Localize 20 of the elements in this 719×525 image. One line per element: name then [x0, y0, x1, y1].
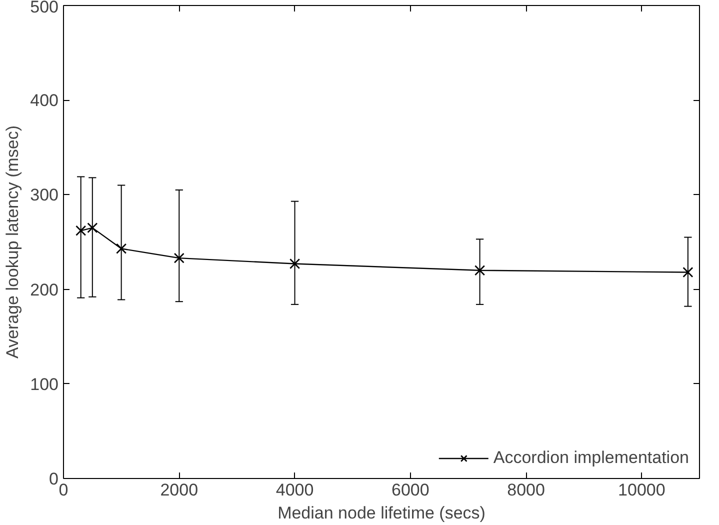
- y-tick-label: 200: [30, 280, 59, 300]
- x-tick-label: 6000: [392, 480, 430, 500]
- point: [116, 243, 127, 254]
- point: [87, 222, 98, 234]
- x-axis-title: Median node lifetime (secs): [278, 504, 486, 522]
- x-tick-label: 10000: [618, 480, 666, 500]
- y-tick-label: 100: [30, 374, 59, 394]
- y-tick-label: 500: [30, 0, 59, 16]
- y-tick-label: 300: [30, 186, 59, 205]
- x-tick-label: 2000: [160, 480, 198, 500]
- point: [174, 252, 184, 264]
- point: [289, 258, 300, 270]
- y-axis-title: Average lookup latency (msec): [3, 125, 22, 359]
- x-tick-label: 4000: [276, 480, 314, 500]
- y-tick-label: 400: [30, 91, 59, 110]
- point: [76, 225, 86, 236]
- x-tick-label: 8000: [507, 480, 545, 500]
- point: [682, 266, 694, 278]
- point: [474, 265, 486, 276]
- legend-label: Accordion implementation: [493, 448, 689, 468]
